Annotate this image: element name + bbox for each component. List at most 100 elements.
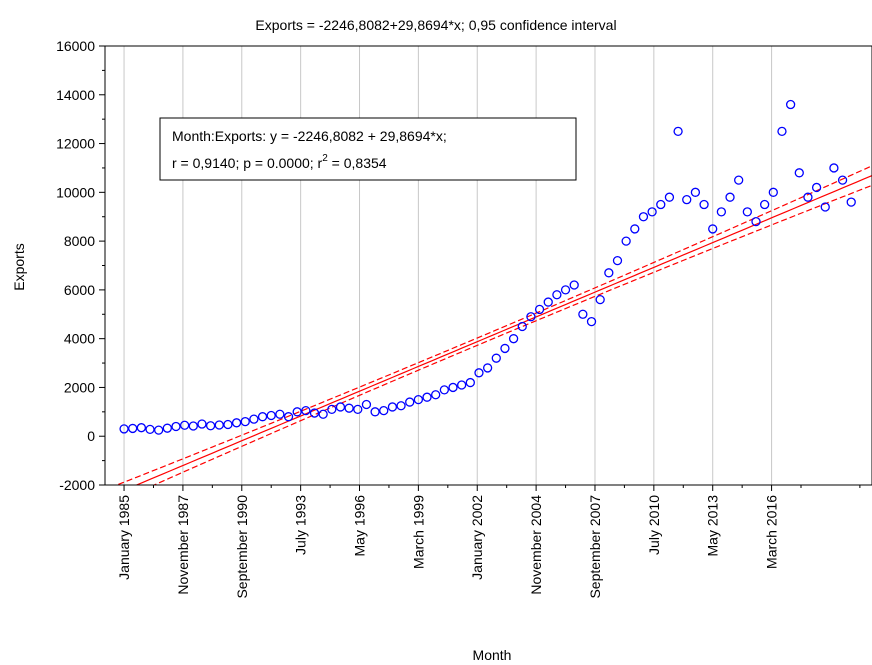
data-point (162, 423, 172, 433)
data-point (837, 175, 848, 185)
data-point (578, 309, 588, 319)
data-point (197, 419, 207, 429)
data-point (171, 421, 181, 432)
data-point (500, 343, 510, 354)
data-point (517, 321, 527, 332)
regression-line (135, 174, 872, 485)
data-point (708, 224, 718, 234)
y-tick-label: 10000 (56, 184, 95, 200)
data-point (379, 405, 389, 416)
data-point (811, 182, 822, 193)
data-point (145, 424, 155, 435)
data-point (457, 380, 467, 390)
data-point (361, 399, 372, 410)
data-point (266, 410, 276, 421)
data-point (543, 297, 553, 307)
y-tick-label: 14000 (56, 87, 95, 103)
data-point (205, 421, 216, 431)
x-tick-label: November 2004 (528, 495, 544, 595)
chart-title: Exports = -2246,8082+29,8694*x; 0,95 con… (255, 17, 616, 33)
y-tick-label: 0 (87, 428, 95, 444)
y-axis-title: Exports (11, 243, 27, 290)
y-tick-label: 8000 (64, 233, 95, 249)
data-point (742, 207, 752, 217)
data-point (526, 312, 536, 322)
data-point (491, 353, 501, 363)
data-point (422, 392, 432, 402)
data-point (846, 197, 856, 207)
equation-r-squared-exponent: 2 (322, 153, 328, 164)
x-tick-label: November 1987 (175, 495, 191, 595)
x-axis: January 1985 November 1987 September 1990 J… (116, 485, 861, 599)
data-point (690, 187, 701, 197)
x-axis-title: Month (473, 647, 512, 663)
data-point (785, 99, 796, 110)
data-point (656, 199, 666, 210)
plot-frame (104, 45, 872, 486)
data-point (586, 316, 597, 327)
data-point (534, 304, 545, 315)
data-point (682, 194, 692, 205)
data-point (482, 363, 493, 373)
data-point (673, 126, 683, 137)
equation-line-2-prefix: r = 0,9140; p = 0.0000; r (172, 155, 323, 171)
data-point (612, 255, 623, 266)
data-point (231, 418, 242, 428)
data-point (595, 294, 605, 305)
data-point (508, 334, 519, 344)
data-point (353, 404, 363, 415)
data-point (249, 414, 259, 424)
data-point (604, 268, 614, 278)
data-point (777, 126, 787, 137)
data-point (630, 224, 640, 234)
x-tick-label: May 2013 (705, 495, 721, 557)
data-point (240, 416, 250, 427)
data-point (829, 163, 839, 173)
data-point (188, 421, 198, 431)
x-tick-label: March 1999 (410, 495, 426, 569)
x-tick-label: January 1985 (116, 495, 132, 580)
y-tick-label: 4000 (64, 331, 95, 347)
data-point (154, 425, 164, 435)
data-point (344, 403, 354, 413)
x-tick-label: July 1993 (293, 495, 309, 555)
y-tick-label: 12000 (56, 136, 95, 152)
data-point (448, 382, 458, 393)
data-point (716, 207, 727, 217)
equation-line-2-suffix: = 0,8354 (328, 155, 387, 171)
data-point (820, 202, 830, 212)
data-point (318, 409, 328, 419)
data-point (803, 192, 813, 202)
data-point (768, 187, 778, 197)
data-point (214, 420, 224, 430)
data-point (569, 280, 579, 290)
confidence-upper (115, 165, 872, 485)
data-point (552, 290, 562, 300)
data-point (223, 419, 233, 430)
data-points (119, 99, 856, 435)
data-point (474, 368, 484, 378)
data-point (413, 394, 424, 405)
data-point (405, 397, 415, 407)
equation-line-1: Month:Exports: y = -2246,8082 + 29,8694*… (172, 128, 447, 144)
data-point (327, 404, 337, 415)
data-point (751, 216, 761, 227)
data-point (396, 401, 406, 411)
x-tick-label: September 2007 (587, 495, 603, 599)
data-point (760, 199, 770, 210)
data-point (128, 423, 138, 434)
grid (123, 46, 773, 485)
data-point (136, 423, 147, 433)
y-axis: -2000 0 2000 4000 6000 8000 10000 12000 14000 160… (56, 38, 105, 493)
x-tick-label: May 1996 (352, 495, 368, 557)
data-point (560, 285, 571, 295)
data-point (292, 407, 302, 417)
data-point (283, 412, 294, 422)
data-point (257, 412, 268, 422)
data-point (301, 405, 311, 416)
data-point (638, 212, 649, 222)
y-tick-label: 6000 (64, 282, 95, 298)
x-tick-label: January 2002 (469, 495, 485, 580)
y-tick-label: 2000 (64, 379, 95, 395)
